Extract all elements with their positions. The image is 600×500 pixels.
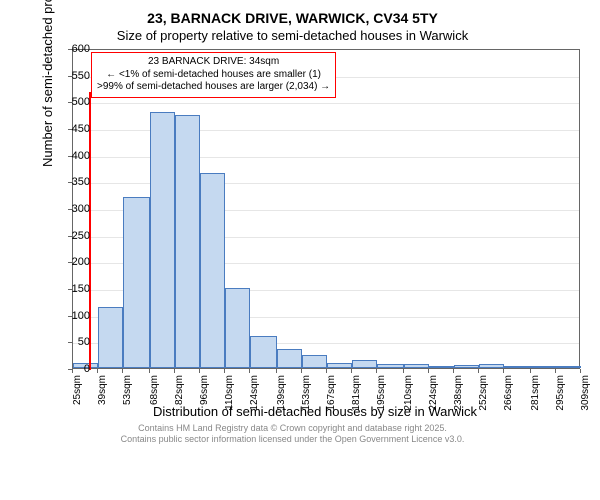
y-axis-label: Number of semi-detached properties bbox=[40, 0, 55, 167]
chart-area: Number of semi-detached properties 23 BA… bbox=[50, 49, 600, 404]
histogram-bar bbox=[225, 288, 250, 368]
annotation-line-1: 23 BARNACK DRIVE: 34sqm bbox=[97, 56, 330, 69]
footer: Contains HM Land Registry data © Crown c… bbox=[5, 423, 580, 445]
y-tick: 0 bbox=[60, 363, 90, 375]
x-tick: 181sqm bbox=[351, 375, 362, 425]
x-tick: 96sqm bbox=[199, 375, 210, 425]
chart-title: 23, BARNACK DRIVE, WARWICK, CV34 5TY bbox=[5, 10, 580, 26]
histogram-bar bbox=[504, 366, 531, 368]
histogram-bar bbox=[302, 355, 327, 368]
x-tick: 139sqm bbox=[276, 375, 287, 425]
histogram-bar bbox=[352, 360, 377, 368]
annotation-line-3: >99% of semi-detached houses are larger … bbox=[97, 81, 330, 94]
x-tick: 295sqm bbox=[555, 375, 566, 425]
y-tick: 350 bbox=[60, 176, 90, 188]
x-tick: 252sqm bbox=[478, 375, 489, 425]
x-tick: 238sqm bbox=[453, 375, 464, 425]
histogram-bar bbox=[429, 366, 454, 368]
y-tick: 100 bbox=[60, 310, 90, 322]
y-tick: 400 bbox=[60, 150, 90, 162]
x-tick: 281sqm bbox=[530, 375, 541, 425]
histogram-bar bbox=[454, 365, 479, 368]
y-tick: 200 bbox=[60, 256, 90, 268]
histogram-bar bbox=[123, 197, 150, 368]
x-tick: 153sqm bbox=[301, 375, 312, 425]
histogram-bar bbox=[98, 307, 123, 368]
x-tick: 39sqm bbox=[97, 375, 108, 425]
histogram-bar bbox=[531, 366, 556, 368]
y-tick: 300 bbox=[60, 203, 90, 215]
annotation-box: 23 BARNACK DRIVE: 34sqm← <1% of semi-det… bbox=[91, 52, 336, 98]
footer-line-1: Contains HM Land Registry data © Crown c… bbox=[5, 423, 580, 434]
x-tick: 53sqm bbox=[122, 375, 133, 425]
x-tick: 167sqm bbox=[326, 375, 337, 425]
annotation-line-2: ← <1% of semi-detached houses are smalle… bbox=[97, 69, 330, 82]
chart-subtitle: Size of property relative to semi-detach… bbox=[5, 28, 580, 43]
histogram-bar bbox=[479, 364, 504, 368]
y-tick: 600 bbox=[60, 43, 90, 55]
x-tick: 124sqm bbox=[249, 375, 260, 425]
histogram-bar bbox=[404, 364, 429, 368]
x-tick: 224sqm bbox=[428, 375, 439, 425]
y-tick: 250 bbox=[60, 230, 90, 242]
histogram-bar bbox=[175, 115, 200, 368]
plot-region: 23 BARNACK DRIVE: 34sqm← <1% of semi-det… bbox=[72, 49, 580, 369]
histogram-bar bbox=[277, 349, 302, 368]
x-tick: 25sqm bbox=[72, 375, 83, 425]
chart-container: 23, BARNACK DRIVE, WARWICK, CV34 5TY Siz… bbox=[0, 0, 600, 500]
x-tick: 195sqm bbox=[376, 375, 387, 425]
x-tick: 309sqm bbox=[580, 375, 591, 425]
histogram-bar bbox=[250, 336, 277, 368]
y-tick: 50 bbox=[60, 336, 90, 348]
y-tick: 450 bbox=[60, 123, 90, 135]
y-tick: 500 bbox=[60, 96, 90, 108]
x-tick: 110sqm bbox=[224, 375, 235, 425]
footer-line-2: Contains public sector information licen… bbox=[5, 434, 580, 445]
x-tick: 68sqm bbox=[149, 375, 160, 425]
histogram-bar bbox=[200, 173, 225, 368]
x-tick: 266sqm bbox=[503, 375, 514, 425]
y-tick: 150 bbox=[60, 283, 90, 295]
histogram-bar bbox=[556, 366, 581, 368]
histogram-bar bbox=[377, 364, 404, 368]
x-tick: 210sqm bbox=[403, 375, 414, 425]
histogram-bar bbox=[327, 363, 352, 368]
y-tick: 550 bbox=[60, 70, 90, 82]
x-tick: 82sqm bbox=[174, 375, 185, 425]
histogram-bar bbox=[150, 112, 175, 368]
